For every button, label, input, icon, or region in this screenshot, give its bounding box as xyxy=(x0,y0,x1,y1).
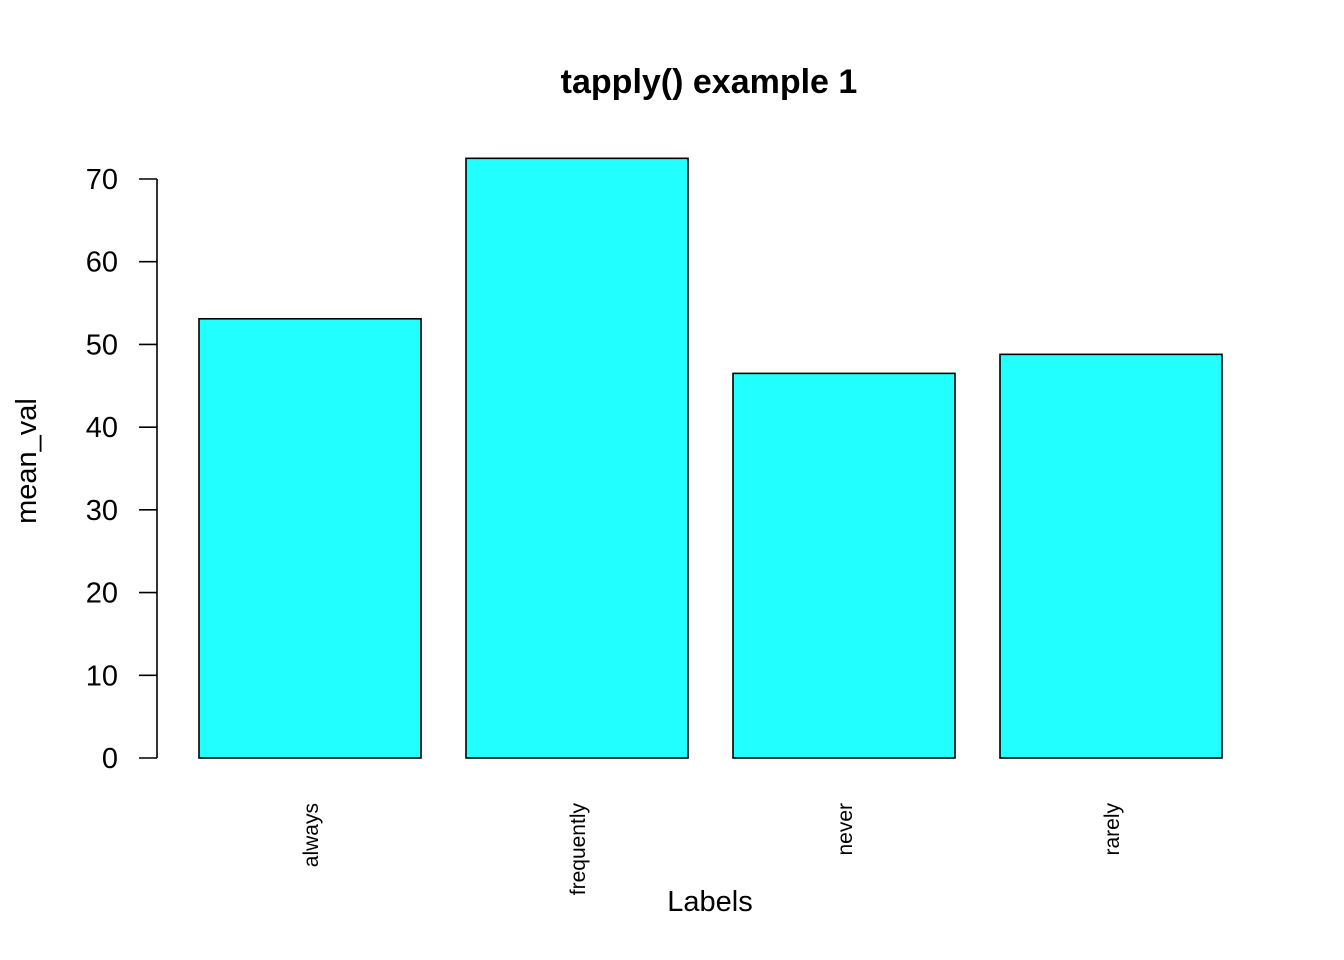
bars xyxy=(198,157,1223,759)
y-tick-label: 70 xyxy=(86,164,118,196)
y-tick-label: 20 xyxy=(86,578,118,610)
x-axis-label: Labels xyxy=(667,886,752,918)
bar-rarely xyxy=(999,353,1223,759)
y-tick-label: 50 xyxy=(86,329,118,361)
y-tick-label: 0 xyxy=(102,743,118,775)
y-axis-label: mean_val xyxy=(11,398,43,524)
bar-frequently xyxy=(465,157,689,759)
y-tick-label: 10 xyxy=(86,660,118,692)
x-tick-label: always xyxy=(300,803,323,867)
y-tick-label: 60 xyxy=(86,247,118,279)
bar-always xyxy=(198,317,422,759)
chart-title: tapply() example 1 xyxy=(561,63,858,101)
x-tick-label: rarely xyxy=(1101,803,1124,856)
y-axis: 0 10 20 30 40 50 60 70 xyxy=(86,164,158,775)
y-tick-label: 30 xyxy=(86,495,118,527)
bar-never xyxy=(732,372,956,759)
x-tick-label: never xyxy=(834,803,857,856)
x-axis-category-labels: always frequently never rarely xyxy=(300,803,1124,896)
x-tick-label: frequently xyxy=(567,803,590,896)
y-tick-label: 40 xyxy=(86,412,118,444)
